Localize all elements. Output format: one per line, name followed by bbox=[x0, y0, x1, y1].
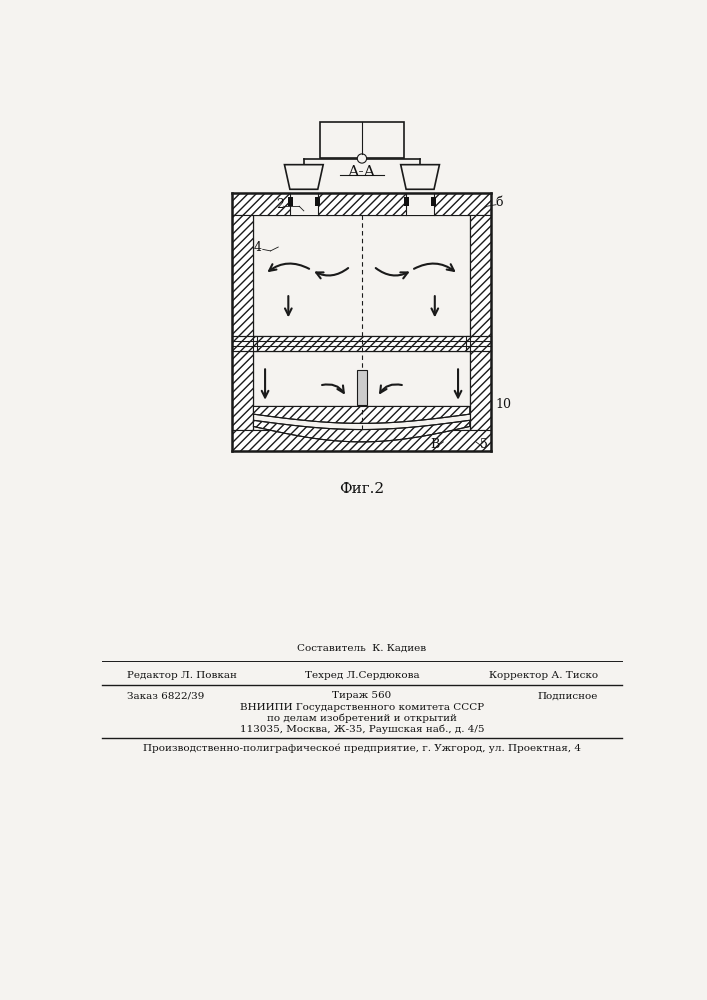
Circle shape bbox=[357, 154, 367, 163]
Bar bbox=[404, 197, 409, 206]
Bar bbox=[232, 336, 257, 351]
Bar bbox=[232, 215, 253, 430]
Text: Техред Л.Сердюкова: Техред Л.Сердюкова bbox=[305, 671, 419, 680]
Bar bbox=[290, 193, 317, 215]
Polygon shape bbox=[401, 165, 440, 189]
Text: 4: 4 bbox=[253, 241, 262, 254]
Polygon shape bbox=[253, 420, 469, 442]
Text: Фиг.2: Фиг.2 bbox=[339, 482, 385, 496]
Text: Тираж 560: Тираж 560 bbox=[332, 691, 392, 700]
Polygon shape bbox=[284, 165, 323, 189]
Bar bbox=[253, 423, 469, 428]
Bar bbox=[288, 197, 293, 206]
Text: 2: 2 bbox=[276, 198, 284, 211]
Bar bbox=[466, 336, 491, 351]
Bar bbox=[356, 370, 368, 405]
Text: б: б bbox=[496, 196, 503, 209]
Bar bbox=[253, 215, 469, 336]
Bar bbox=[232, 430, 491, 451]
Bar bbox=[406, 193, 434, 215]
Text: В: В bbox=[430, 438, 440, 451]
Bar bbox=[232, 193, 491, 215]
Text: 1366834: 1366834 bbox=[331, 137, 392, 151]
Text: по делам изобретений и открытий: по делам изобретений и открытий bbox=[267, 714, 457, 723]
Text: Производственно-полиграфическое́ предприятие, г. Ужгород, ул. Проектная, 4: Производственно-полиграфическое́ предпри… bbox=[143, 744, 581, 753]
Text: Редактор Л. Повкан: Редактор Л. Повкан bbox=[127, 671, 237, 680]
Text: 10: 10 bbox=[495, 398, 511, 411]
Text: Составитель  К. Кадиев: Составитель К. Кадиев bbox=[298, 644, 426, 653]
Text: Подписное: Подписное bbox=[538, 691, 598, 700]
Bar bbox=[315, 197, 320, 206]
Bar bbox=[469, 215, 491, 430]
Bar bbox=[250, 336, 474, 351]
Bar bbox=[431, 197, 436, 206]
Text: А-А: А-А bbox=[348, 165, 376, 179]
Bar bbox=[253, 351, 469, 430]
Text: 113035, Москва, Ж-35, Раушская наб., д. 4/5: 113035, Москва, Ж-35, Раушская наб., д. … bbox=[240, 724, 484, 734]
Text: ВНИИПИ Государственного комитета СССР: ВНИИПИ Государственного комитета СССР bbox=[240, 703, 484, 712]
Polygon shape bbox=[253, 406, 469, 423]
Text: 9: 9 bbox=[380, 406, 388, 419]
Text: 5: 5 bbox=[479, 438, 488, 451]
Text: 3: 3 bbox=[293, 196, 302, 209]
Text: Корректор А. Тиско: Корректор А. Тиско bbox=[489, 671, 598, 680]
Bar bbox=[320, 122, 404, 158]
Text: Заказ 6822/39: Заказ 6822/39 bbox=[127, 691, 204, 700]
